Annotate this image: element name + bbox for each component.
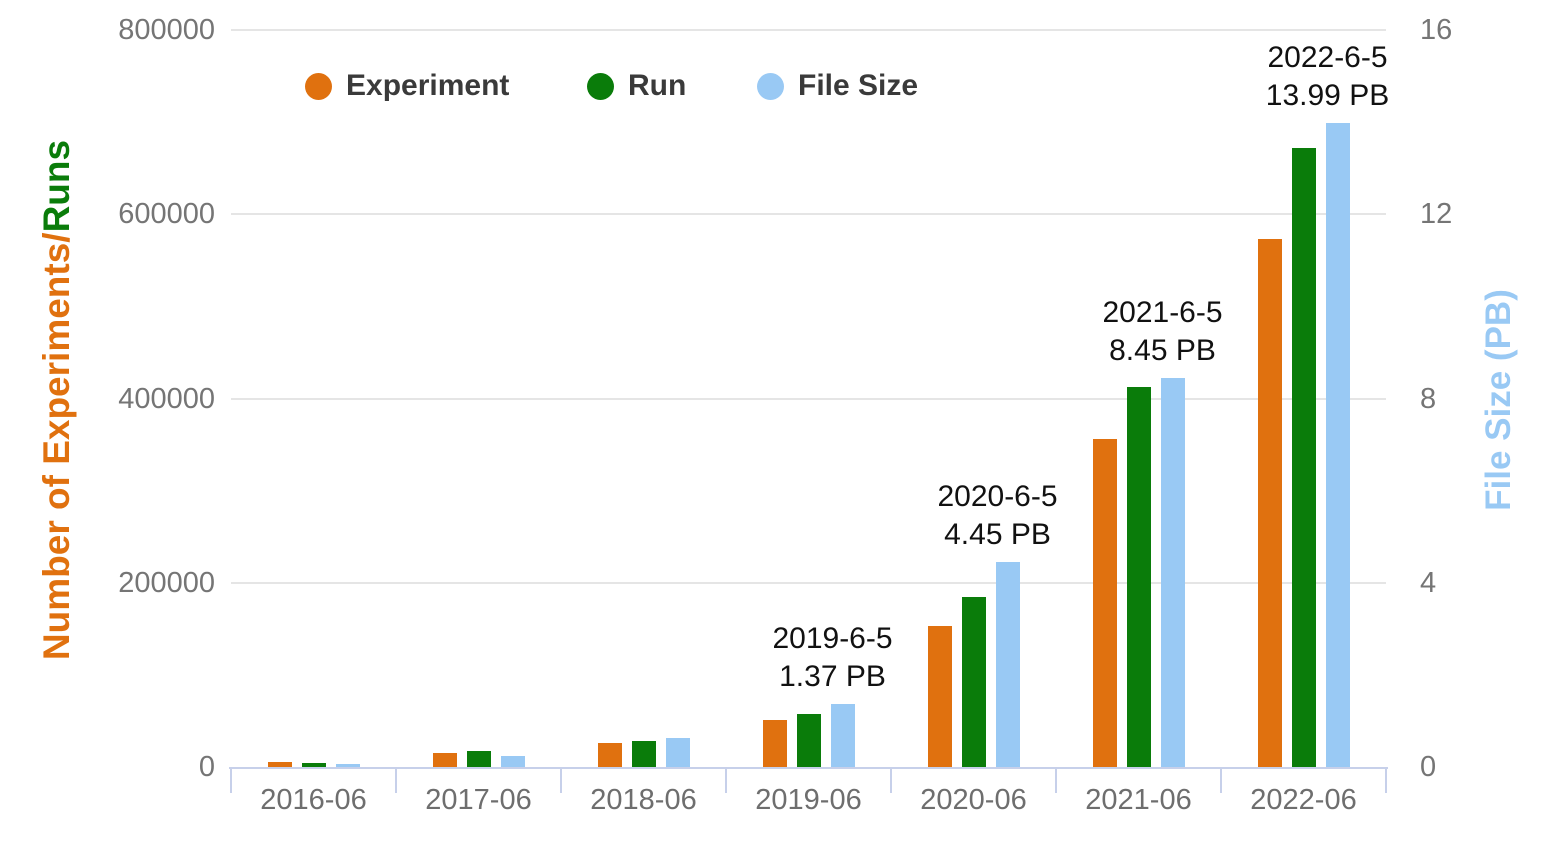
legend: Experiment Run File Size bbox=[0, 66, 1554, 106]
run-swatch-icon bbox=[587, 72, 614, 100]
annotation-date: 2022-6-5 bbox=[1267, 40, 1388, 74]
right-axis-tick-12: 12 bbox=[1420, 198, 1453, 231]
x-axis-label-2016-06: 2016-06 bbox=[260, 784, 367, 816]
bar-experiment-2017-06 bbox=[432, 753, 457, 767]
legend-item-file-size[interactable]: File Size bbox=[757, 66, 918, 106]
bar-file-size-2018-06 bbox=[665, 737, 690, 767]
file-size-swatch-icon bbox=[757, 72, 784, 100]
annotation-2022-06: 2022-6-5 13.99 PB bbox=[1178, 39, 1478, 115]
x-axis-tick bbox=[1055, 767, 1057, 793]
annotation-date: 2020-6-5 bbox=[937, 480, 1058, 514]
left-axis-tick-600000: 600000 bbox=[118, 198, 215, 231]
legend-label-file-size: File Size bbox=[798, 69, 919, 102]
legend-item-experiment[interactable]: Experiment bbox=[305, 66, 509, 106]
bar-run-2021-06 bbox=[1126, 387, 1151, 767]
annotation-2021-06: 2021-6-5 8.45 PB bbox=[1013, 294, 1313, 370]
left-axis-tick-400000: 400000 bbox=[118, 382, 215, 415]
annotation-value: 13.99 PB bbox=[1265, 78, 1390, 112]
bar-run-2022-06 bbox=[1291, 147, 1316, 767]
gridline-400000 bbox=[231, 397, 1386, 400]
annotation-value: 4.45 PB bbox=[944, 518, 1051, 552]
bar-run-2020-06 bbox=[961, 597, 986, 767]
x-axis-tick bbox=[890, 767, 892, 793]
bar-experiment-2022-06 bbox=[1257, 239, 1282, 767]
bar-run-2016-06 bbox=[301, 762, 326, 767]
x-axis-label-2019-06: 2019-06 bbox=[755, 784, 862, 816]
annotation-value: 1.37 PB bbox=[779, 659, 886, 693]
bar-file-size-2019-06 bbox=[830, 703, 855, 767]
bar-run-2017-06 bbox=[466, 751, 491, 767]
right-axis-tick-0: 0 bbox=[1420, 751, 1437, 783]
x-axis-tick bbox=[560, 767, 562, 793]
bar-experiment-2020-06 bbox=[927, 626, 952, 767]
x-axis-label-2021-06: 2021-06 bbox=[1085, 784, 1192, 816]
left-axis-tick-0: 0 bbox=[198, 751, 215, 783]
x-axis-line bbox=[229, 767, 1388, 769]
gridline-200000 bbox=[231, 581, 1386, 584]
annotation-2019-06: 2019-6-5 1.37 PB bbox=[683, 620, 983, 696]
right-axis-tick-8: 8 bbox=[1420, 382, 1437, 415]
x-axis-label-2022-06: 2022-06 bbox=[1250, 784, 1357, 816]
x-axis-label-2017-06: 2017-06 bbox=[425, 784, 532, 816]
left-axis-tick-200000: 200000 bbox=[118, 566, 215, 599]
bar-run-2018-06 bbox=[631, 740, 656, 767]
gridline-600000 bbox=[231, 213, 1386, 216]
bar-file-size-2017-06 bbox=[500, 755, 525, 767]
legend-label-run: Run bbox=[628, 69, 687, 102]
x-axis-tick bbox=[1385, 767, 1387, 793]
x-axis-tick bbox=[725, 767, 727, 793]
bar-experiment-2021-06 bbox=[1092, 439, 1117, 767]
annotation-date: 2021-6-5 bbox=[1102, 295, 1223, 329]
bar-file-size-2020-06 bbox=[995, 562, 1020, 767]
bar-experiment-2018-06 bbox=[597, 743, 622, 767]
x-axis-tick bbox=[1220, 767, 1222, 793]
left-axis-tick-800000: 800000 bbox=[118, 14, 215, 46]
bar-run-2019-06 bbox=[796, 714, 821, 767]
bar-file-size-2022-06 bbox=[1325, 122, 1350, 767]
right-axis-tick-4: 4 bbox=[1420, 566, 1437, 599]
bar-experiment-2016-06 bbox=[267, 762, 292, 767]
bar-file-size-2016-06 bbox=[335, 763, 360, 767]
experiment-swatch-icon bbox=[305, 72, 332, 100]
x-axis-label-2020-06: 2020-06 bbox=[920, 784, 1027, 816]
annotation-2020-06: 2020-6-5 4.45 PB bbox=[848, 478, 1148, 554]
annotation-value: 8.45 PB bbox=[1109, 333, 1216, 367]
x-axis-label-2018-06: 2018-06 bbox=[590, 784, 697, 816]
legend-item-run[interactable]: Run bbox=[587, 66, 686, 106]
annotation-date: 2019-6-5 bbox=[772, 621, 893, 655]
bar-file-size-2021-06 bbox=[1160, 377, 1185, 767]
legend-label-experiment: Experiment bbox=[346, 69, 510, 102]
bar-experiment-2019-06 bbox=[762, 720, 787, 767]
right-axis-tick-16: 16 bbox=[1420, 14, 1453, 46]
x-axis-tick bbox=[395, 767, 397, 793]
x-axis-tick bbox=[230, 767, 232, 793]
gridline-800000 bbox=[231, 29, 1386, 31]
